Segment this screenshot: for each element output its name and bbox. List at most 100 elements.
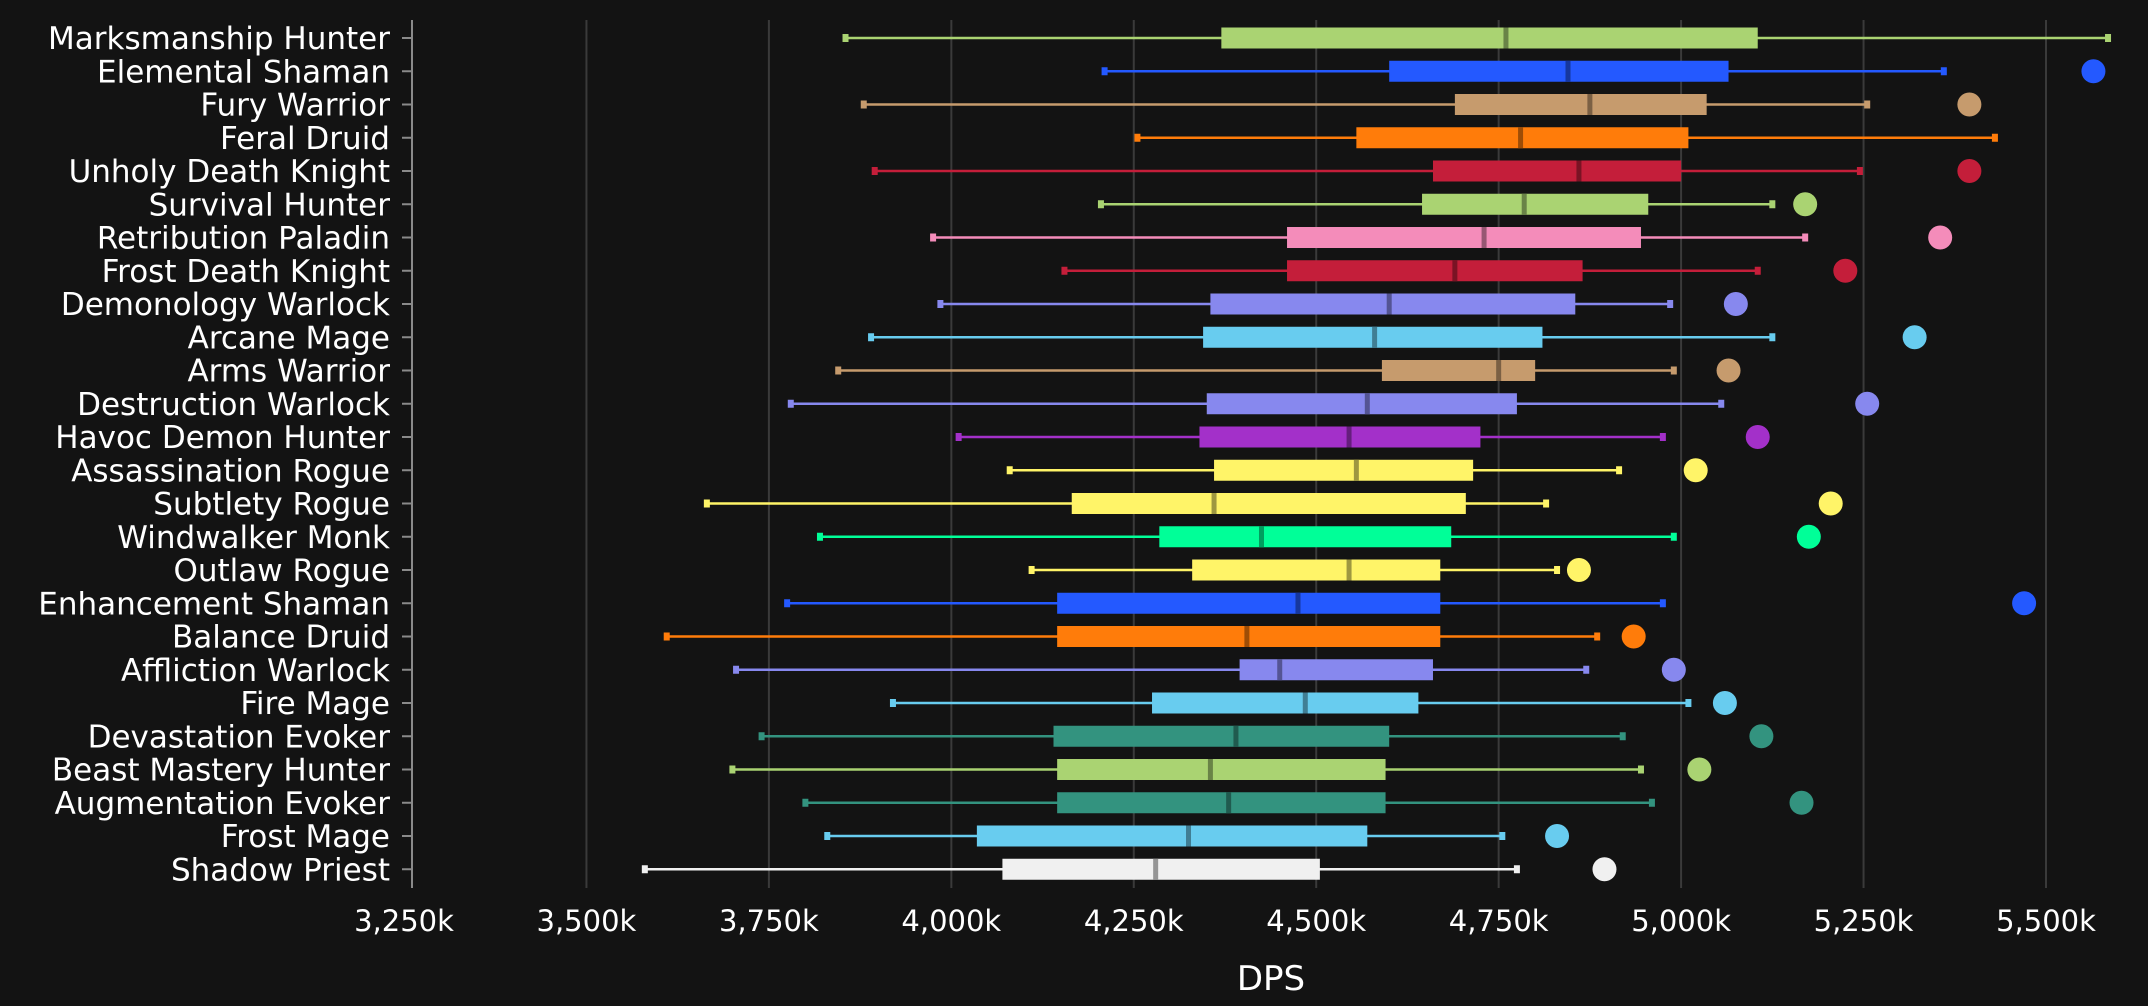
iqr-box — [1152, 692, 1419, 714]
outlier-point — [1712, 691, 1737, 715]
whisker-cap-low — [729, 765, 736, 774]
iqr-box — [1422, 193, 1649, 215]
median-mark — [1452, 260, 1458, 282]
whisker-cap-high — [1864, 100, 1871, 109]
median-mark — [1244, 626, 1250, 647]
whisker-cap-high — [1619, 732, 1626, 741]
median-mark — [1496, 360, 1502, 381]
median-mark — [1503, 27, 1509, 49]
whisker-cap-high — [1769, 200, 1776, 209]
whisker-cap-high — [1940, 67, 1947, 76]
box-row — [703, 491, 1843, 516]
whisker-cap-low — [955, 433, 962, 441]
iqr-box — [1287, 227, 1641, 248]
x-tick-labels: 3,250k 3,500k 3,750k 4,000k 4,250k 4,500k 4,75… — [354, 904, 2096, 938]
outlier-point — [1687, 757, 1712, 782]
outlier-point — [1793, 192, 1818, 217]
outlier-point — [1957, 159, 1982, 183]
whisker-cap-high — [1685, 699, 1692, 707]
median-mark — [1302, 692, 1308, 714]
iqr-box — [1159, 526, 1452, 548]
median-mark — [1353, 459, 1359, 481]
whisker-cap-high — [1637, 765, 1644, 774]
whisker-cap-low — [641, 865, 648, 874]
box-row — [868, 325, 1927, 350]
box-row — [842, 27, 2112, 49]
outlier-point — [1957, 92, 1982, 117]
box-row — [1061, 258, 1858, 283]
category-label: Feral Druid — [220, 121, 390, 157]
category-label: Fire Mage — [240, 686, 390, 722]
iqr-box — [1454, 94, 1707, 115]
whisker-cap-low — [1134, 133, 1141, 142]
box-row — [1006, 458, 1708, 483]
whisker-cap-low — [758, 732, 765, 741]
category-label: Affliction Warlock — [121, 653, 390, 689]
whisker-cap-low — [1061, 266, 1068, 275]
whisker-cap-low — [802, 798, 809, 807]
y-axis — [402, 20, 413, 888]
box-row — [816, 524, 1821, 549]
median-mark — [1565, 60, 1571, 82]
whisker-cap-low — [868, 333, 875, 342]
median-mark — [1481, 227, 1487, 248]
whisker-cap-low — [733, 665, 740, 674]
x-tick-label: 3,500k — [537, 904, 637, 938]
median-mark — [1518, 127, 1524, 149]
outlier-point — [1902, 325, 1927, 350]
median-mark — [1226, 792, 1232, 814]
category-label: Destruction Warlock — [77, 387, 390, 423]
outlier-point — [1818, 491, 1843, 516]
box-row — [663, 624, 1646, 649]
category-label: Enhancement Shaman — [38, 586, 390, 622]
x-tick-label: 4,500k — [1266, 904, 1366, 938]
whisker-cap-high — [1543, 499, 1550, 508]
whisker-cap-high — [1594, 632, 1601, 641]
iqr-box — [1199, 426, 1481, 448]
box-row — [930, 225, 1953, 250]
x-tick-label: 4,000k — [901, 904, 1001, 938]
median-mark — [1211, 493, 1217, 514]
box-row — [729, 757, 1712, 782]
iqr-box — [1071, 493, 1466, 514]
category-label: Outlaw Rogue — [173, 553, 390, 589]
whisker-cap-high — [1583, 665, 1590, 674]
outlier-point — [1745, 425, 1770, 449]
whisker-cap-low — [871, 167, 878, 175]
outlier-point — [2012, 591, 2037, 616]
whisker-cap-high — [1802, 233, 1809, 242]
outlier-point — [1716, 358, 1741, 383]
category-label: Havoc Demon Hunter — [55, 420, 390, 456]
outlier-point — [1855, 391, 1880, 416]
category-label: Retribution Paladin — [97, 221, 390, 257]
whisker-cap-high — [2105, 34, 2112, 42]
whisker-cap-high — [1856, 167, 1863, 175]
median-mark — [1153, 858, 1159, 880]
outlier-point — [1928, 225, 1953, 250]
category-label: Shadow Priest — [171, 852, 390, 888]
median-mark — [1364, 393, 1370, 415]
box-row — [787, 391, 1880, 416]
box-row — [802, 790, 1814, 815]
iqr-box — [1002, 858, 1320, 880]
category-label: Arms Warrior — [187, 354, 390, 390]
box-row — [733, 657, 1686, 682]
box-row — [1028, 558, 1591, 582]
box-row — [641, 857, 1617, 882]
whisker-cap-high — [1659, 433, 1666, 441]
whisker-cap-high — [1670, 366, 1677, 375]
box-row — [955, 425, 1770, 449]
category-label: Elemental Shaman — [97, 54, 390, 90]
x-tick-label: 4,250k — [1084, 904, 1184, 938]
median-mark — [1258, 526, 1264, 548]
iqr-box — [1053, 725, 1390, 747]
median-mark — [1521, 193, 1527, 215]
outlier-point — [1789, 790, 1814, 815]
whisker-cap-high — [1499, 832, 1506, 840]
category-label: Demonology Warlock — [61, 287, 390, 323]
iqr-box — [1389, 60, 1729, 82]
category-label: Frost Mage — [221, 819, 390, 855]
outlier-point — [1723, 292, 1748, 316]
box-row — [835, 358, 1741, 383]
whisker-cap-high — [1554, 566, 1561, 574]
